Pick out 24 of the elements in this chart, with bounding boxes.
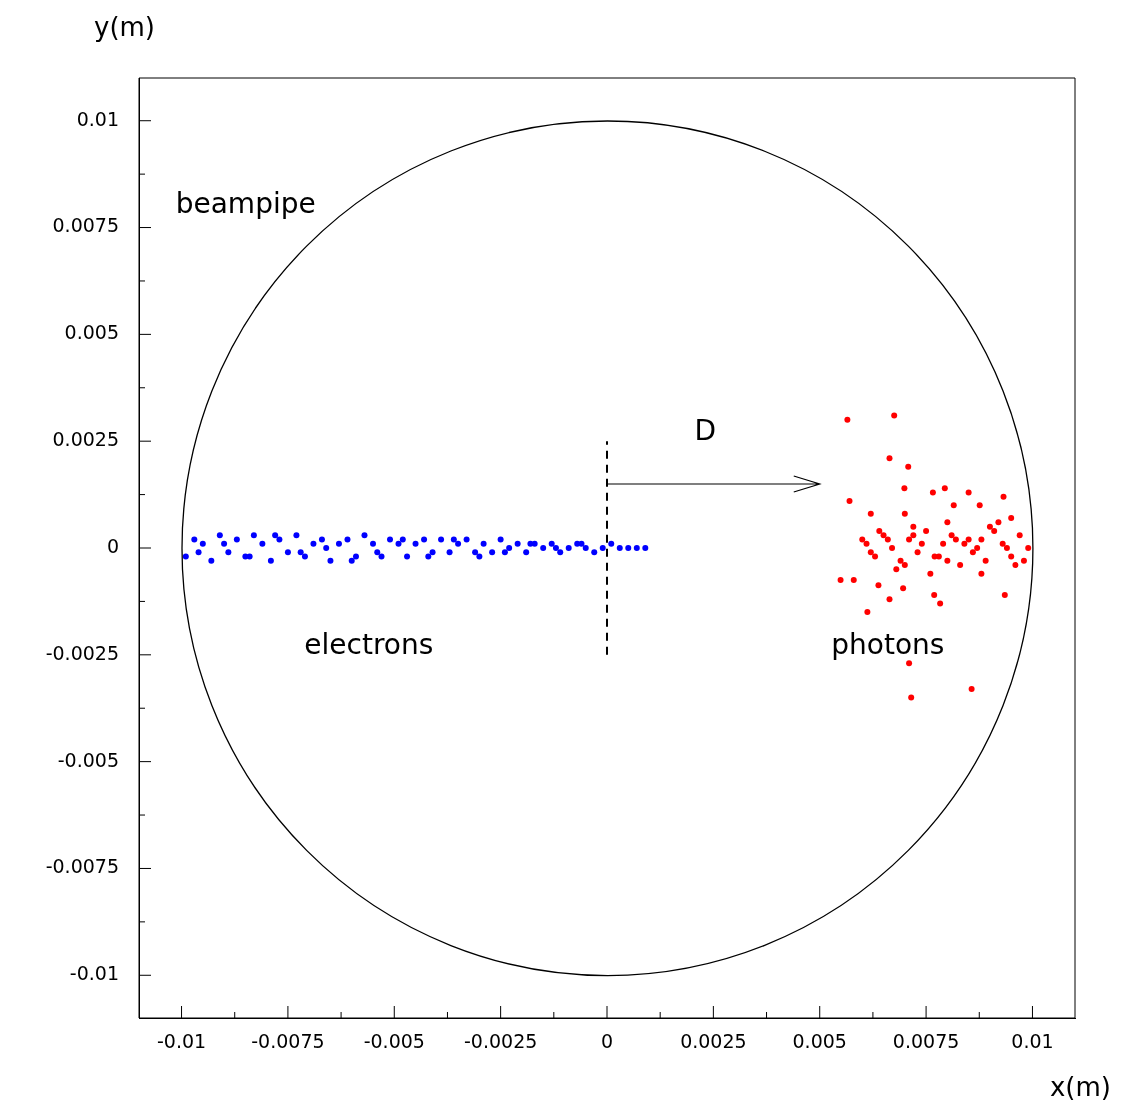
y-tick-label: 0.01: [76, 107, 119, 130]
annotation: D: [694, 413, 717, 447]
annotation: electrons: [304, 627, 434, 661]
x-tick-label: 0.0075: [892, 1030, 960, 1053]
y-tick-label: -0.01: [69, 962, 119, 985]
annotation: photons: [831, 627, 945, 661]
y-tick-label: -0.0025: [45, 641, 119, 664]
annotation: beampipe: [175, 187, 316, 221]
y-tick-label: -0.005: [57, 748, 119, 771]
x-tick-label: -0.005: [363, 1030, 425, 1053]
y-tick-label: 0.0075: [52, 214, 119, 237]
x-tick-label: 0.01: [1011, 1030, 1054, 1053]
x-tick-label: -0.0075: [251, 1030, 325, 1053]
x-tick-label: -0.01: [156, 1030, 207, 1053]
y-tick-label: 0.0025: [52, 428, 119, 451]
y-tick-label: 0: [106, 534, 119, 557]
x-axis-title: x(m): [1049, 1071, 1111, 1102]
x-tick-label: 0: [600, 1030, 614, 1053]
x-tick-label: 0.005: [792, 1030, 847, 1053]
x-tick-label: -0.0025: [463, 1030, 538, 1053]
y-axis-title: y(m): [94, 11, 156, 42]
x-tick-label: 0.0025: [680, 1030, 747, 1053]
y-tick-label: -0.0075: [45, 855, 119, 878]
y-tick-label: 0.005: [64, 321, 119, 344]
